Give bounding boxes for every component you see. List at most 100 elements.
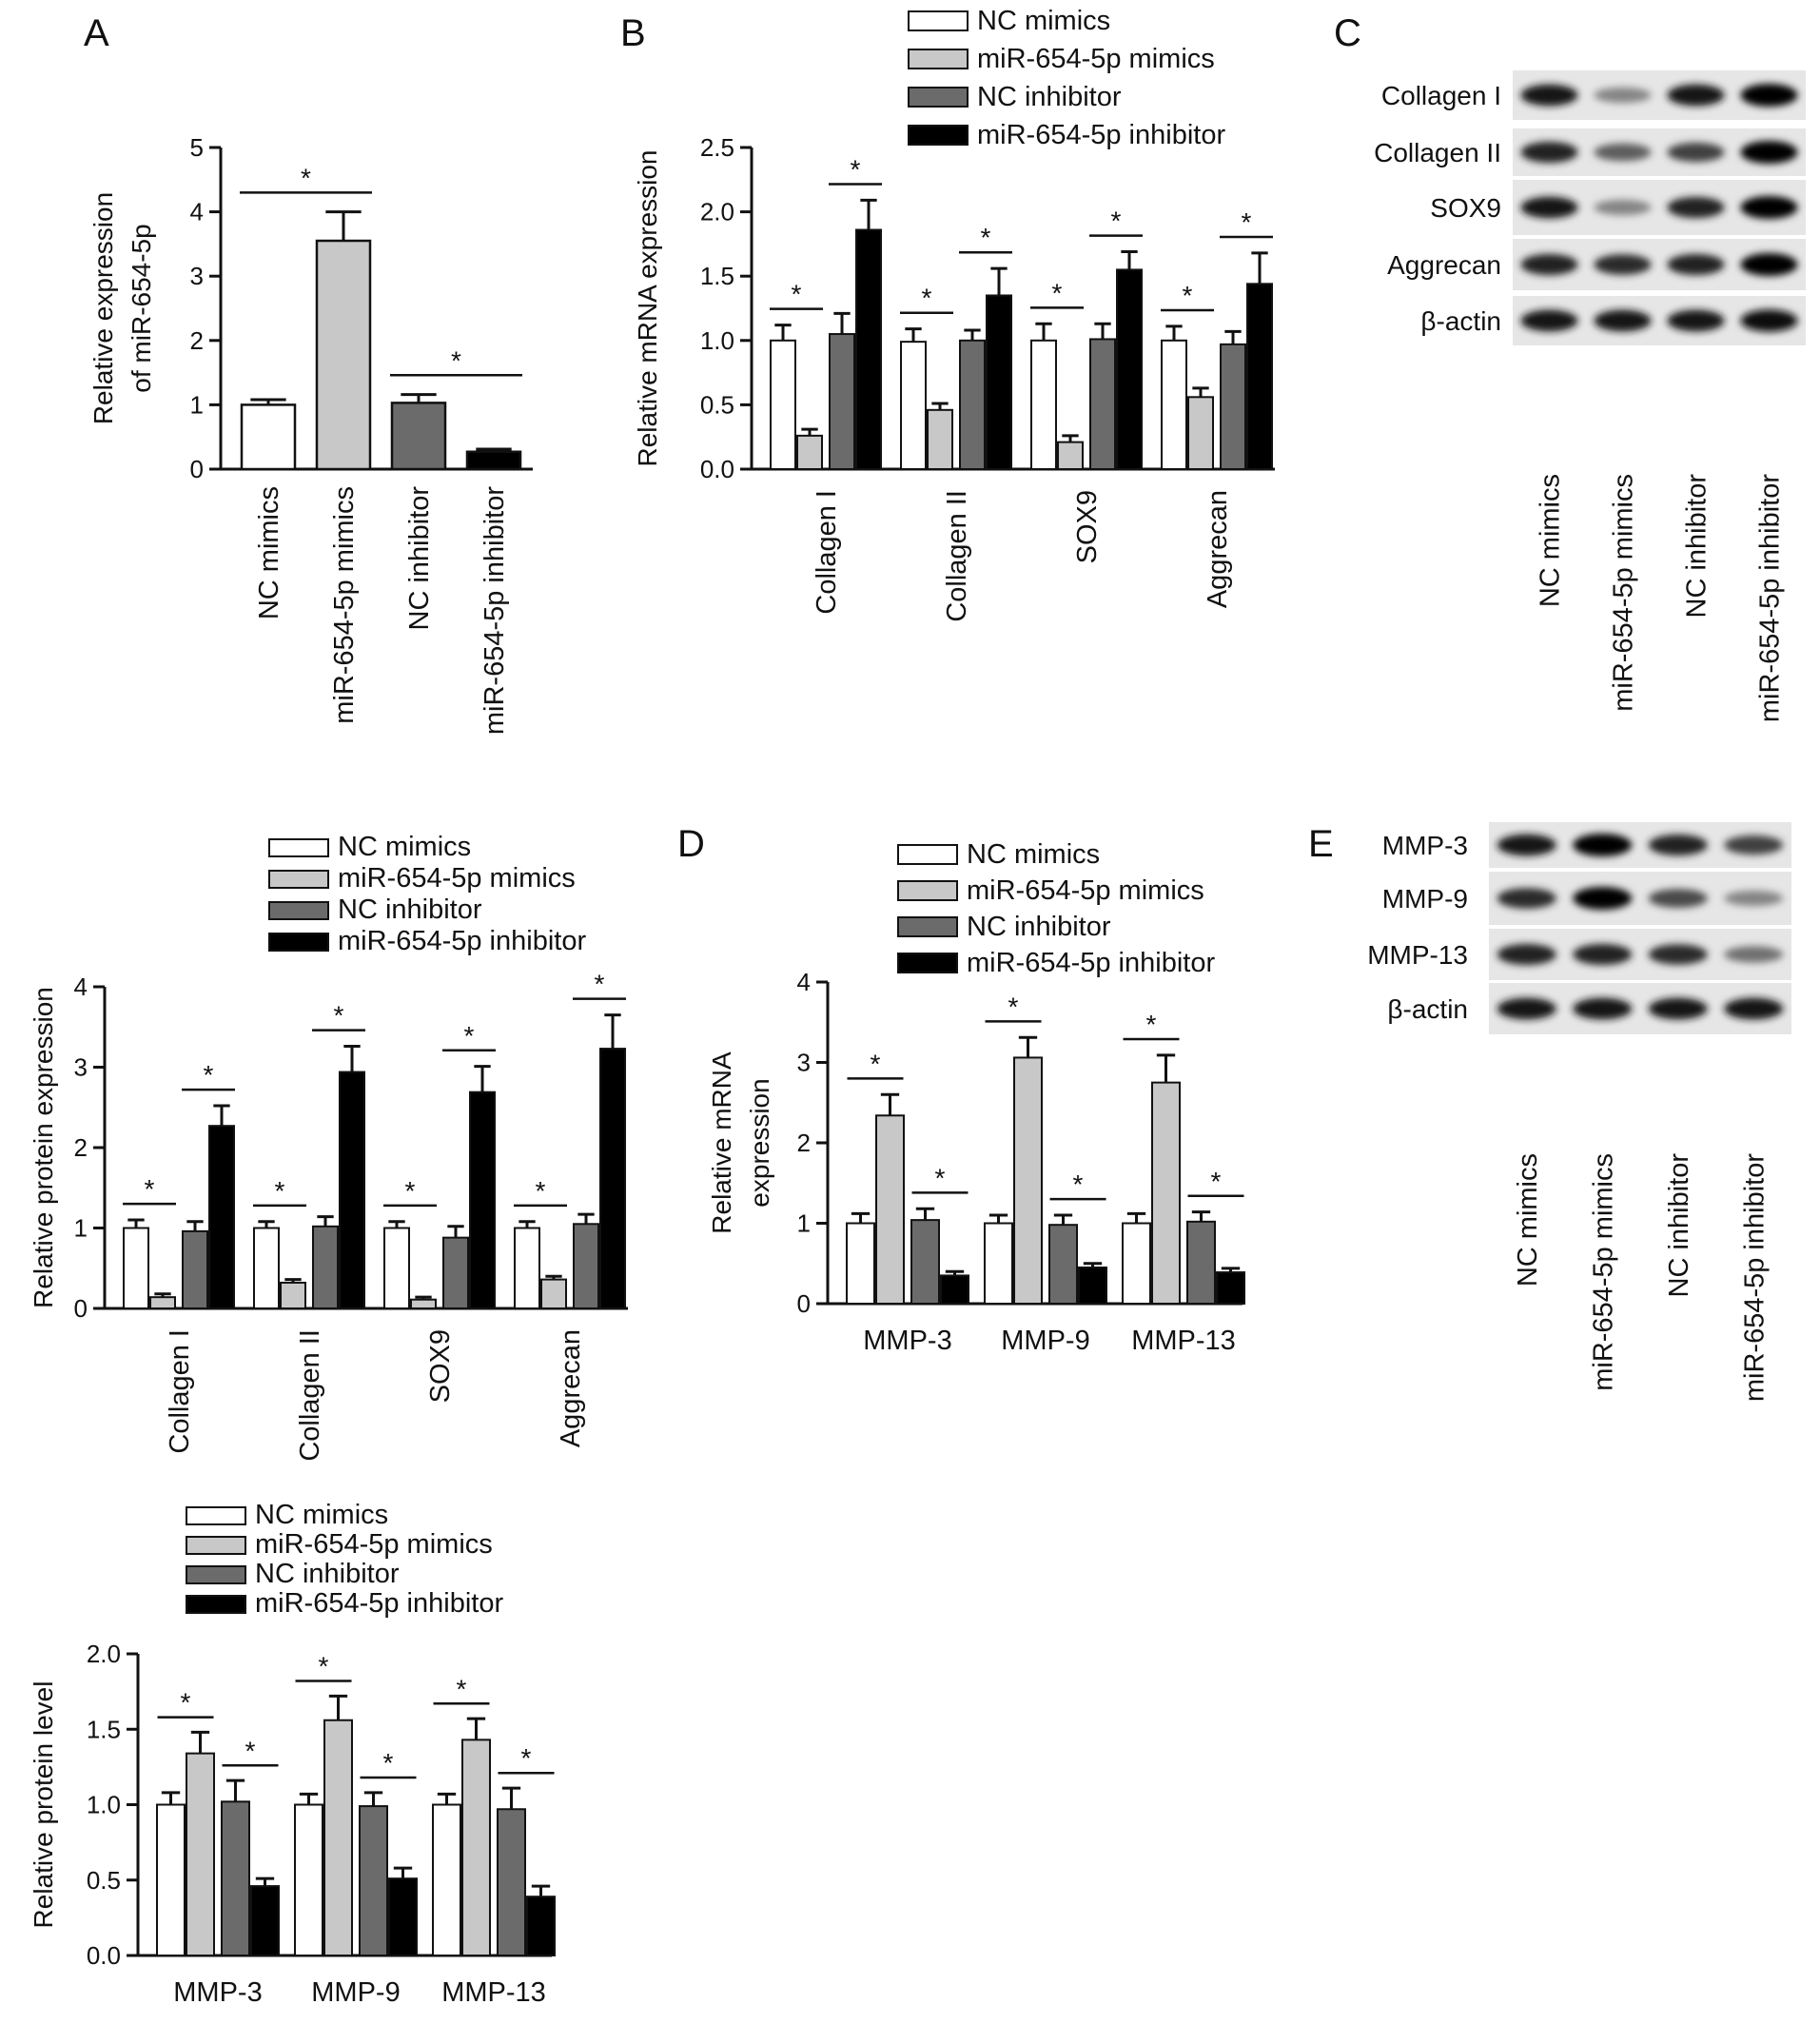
legend-d: NC mimics miR-654-5p mimics NC inhibitor mi… bbox=[897, 839, 1215, 978]
legend-swatch bbox=[268, 901, 329, 920]
blot-band bbox=[1648, 889, 1708, 908]
bar bbox=[497, 1808, 526, 1956]
y-tick-label: 1.0 bbox=[700, 326, 734, 355]
blot-band bbox=[1740, 253, 1798, 276]
blot-band bbox=[1724, 997, 1784, 1020]
blot-band bbox=[1724, 890, 1784, 907]
bar bbox=[221, 1800, 250, 1956]
bar bbox=[796, 434, 823, 470]
blot-row-label: β-actin bbox=[1387, 994, 1468, 1024]
bar bbox=[323, 1719, 353, 1956]
y-tick-label: 0 bbox=[190, 455, 204, 483]
chart-a: 0 1 2 3 4 5 Relative expression of miR-654-5p NC… bbox=[88, 133, 533, 735]
charts-layer: 0 1 2 3 4 5 Relative expression of miR-654-5p NC… bbox=[29, 133, 1275, 2008]
legend-swatch bbox=[908, 10, 969, 31]
blots-layer: Collagen I Collagen II SOX9 Aggrecan β-actin… bbox=[1367, 70, 1806, 1402]
legend-label: NC mimics bbox=[977, 6, 1110, 36]
y-tick-label: 5 bbox=[190, 133, 204, 162]
legend-swatch bbox=[186, 1506, 246, 1525]
bar bbox=[1216, 1271, 1245, 1306]
bar bbox=[315, 239, 372, 471]
legend-swatch bbox=[268, 838, 329, 857]
bar bbox=[910, 1219, 940, 1305]
bar bbox=[149, 1296, 176, 1310]
bar bbox=[390, 402, 447, 471]
significance-star: * bbox=[536, 1176, 546, 1206]
bar bbox=[312, 1225, 339, 1310]
significance-star: * bbox=[145, 1174, 155, 1204]
legend-swatch bbox=[897, 916, 958, 937]
y-tick-label: 0 bbox=[797, 1289, 811, 1318]
x-tick-label: Collagen I bbox=[165, 1329, 195, 1454]
blot-band bbox=[1573, 943, 1633, 966]
blot-row-label: MMP-3 bbox=[1382, 831, 1468, 860]
blot-band bbox=[1667, 309, 1725, 332]
y-tick-label: 0.0 bbox=[87, 1941, 121, 1970]
legend-swatch bbox=[897, 844, 958, 865]
blot-band bbox=[1573, 887, 1633, 910]
blot-band bbox=[1573, 997, 1633, 1020]
blot-band bbox=[1740, 84, 1798, 107]
significance-star: * bbox=[301, 163, 311, 192]
x-tick-label: MMP-3 bbox=[173, 1977, 262, 2008]
blot-row-label: MMP-13 bbox=[1367, 940, 1468, 970]
y-axis-title: Relative expression bbox=[88, 192, 118, 424]
x-tick-label: MMP-9 bbox=[311, 1977, 400, 2008]
significance-star: * bbox=[383, 1748, 394, 1778]
y-tick-label: 1.5 bbox=[87, 1715, 121, 1743]
blot-band bbox=[1497, 997, 1556, 1020]
x-tick-label: MMP-3 bbox=[863, 1326, 951, 1356]
bar bbox=[1151, 1081, 1181, 1305]
legend-label: miR-654-5p inhibitor bbox=[255, 1588, 503, 1619]
blot-band bbox=[1667, 84, 1725, 107]
chart-protein-ecm: 0 1 2 3 4 Relative protein expression * * Collag… bbox=[29, 970, 628, 1462]
blot-lane-label: miR-654-5p mimics bbox=[1609, 474, 1639, 712]
bar bbox=[442, 1236, 469, 1310]
significance-star: * bbox=[1211, 1167, 1222, 1196]
significance-star: * bbox=[521, 1743, 532, 1773]
bar bbox=[250, 1885, 280, 1956]
legend-label: NC mimics bbox=[255, 1500, 388, 1530]
legend-label: NC inhibitor bbox=[977, 82, 1122, 112]
blot-band bbox=[1648, 834, 1708, 856]
y-tick-label: 3 bbox=[74, 1053, 88, 1082]
blot-lane-label: miR-654-5p inhibitor bbox=[1755, 474, 1786, 722]
significance-star: * bbox=[319, 1652, 329, 1681]
blot-band bbox=[1740, 141, 1798, 164]
bar bbox=[900, 341, 927, 471]
blot-row-label: Collagen I bbox=[1381, 81, 1501, 110]
blot-band bbox=[1667, 196, 1725, 219]
x-tick-label: SOX9 bbox=[1072, 490, 1103, 563]
bar bbox=[359, 1805, 388, 1956]
bar bbox=[461, 1739, 491, 1956]
x-tick-label: miR-654-5p inhibitor bbox=[479, 486, 510, 735]
x-tick-label: Collagen I bbox=[812, 490, 842, 615]
bar bbox=[540, 1278, 567, 1309]
y-axis-title: Relative mRNA bbox=[707, 1051, 736, 1234]
significance-star: * bbox=[595, 970, 605, 999]
bar bbox=[339, 1071, 365, 1309]
bar bbox=[927, 408, 953, 471]
western-blot-c: Collagen I Collagen II SOX9 Aggrecan β-actin… bbox=[1374, 70, 1806, 722]
legend-label: NC mimics bbox=[338, 832, 471, 862]
blot-band bbox=[1594, 143, 1652, 162]
legend-label: miR-654-5p mimics bbox=[967, 875, 1204, 906]
bar bbox=[156, 1803, 186, 1956]
bar bbox=[1220, 343, 1246, 470]
blot-band bbox=[1648, 944, 1708, 965]
bar bbox=[240, 403, 297, 471]
blot-row-label: SOX9 bbox=[1430, 193, 1501, 223]
panel-letter-c: C bbox=[1334, 12, 1361, 54]
bar bbox=[410, 1298, 437, 1309]
bar bbox=[1048, 1224, 1078, 1305]
blot-band bbox=[1520, 196, 1578, 219]
bar bbox=[940, 1274, 969, 1306]
bar bbox=[1186, 1220, 1216, 1306]
legend-label: NC inhibitor bbox=[338, 894, 482, 925]
y-tick-label: 2.0 bbox=[87, 1640, 121, 1668]
y-tick-label: 0.5 bbox=[700, 390, 734, 419]
y-tick-label: 2.5 bbox=[700, 133, 734, 162]
significance-star: * bbox=[181, 1688, 191, 1718]
significance-star: * bbox=[1073, 1169, 1084, 1199]
bar bbox=[208, 1125, 235, 1310]
